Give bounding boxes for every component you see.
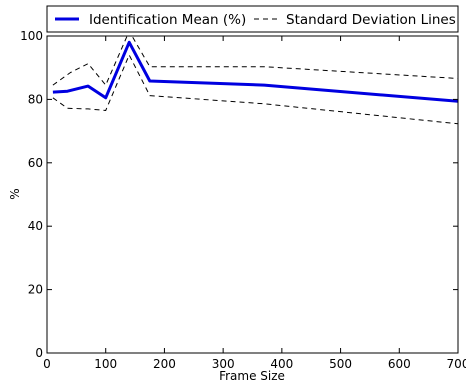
x-tick-label: 300 xyxy=(212,357,235,371)
x-tick-label: 500 xyxy=(329,357,352,371)
series-std-lower-line xyxy=(52,54,458,125)
y-tick-label: 0 xyxy=(35,346,43,360)
series-std-upper-line xyxy=(52,36,458,86)
legend-label-mean: Identification Mean (%) xyxy=(89,12,246,28)
y-tick-label: 60 xyxy=(28,156,43,170)
series-identification-mean-line xyxy=(52,40,458,103)
x-tick-label: 700 xyxy=(447,357,466,371)
x-tick-label: 100 xyxy=(94,357,117,371)
plot-lines xyxy=(52,36,458,125)
legend-label-std: Standard Deviation Lines xyxy=(286,12,456,28)
x-tick-label: 0 xyxy=(43,357,51,371)
x-axis-label: Frame Size xyxy=(219,369,285,383)
y-tick-label: 80 xyxy=(28,92,43,106)
y-axis-label: % xyxy=(8,188,22,199)
y-tick-label: 40 xyxy=(28,219,43,233)
y-axis-ticks: 0 20 40 60 80 100 xyxy=(20,29,458,360)
x-tick-label: 200 xyxy=(153,357,176,371)
plot-frame xyxy=(46,35,459,354)
legend-frame xyxy=(46,5,459,33)
x-tick-label: 600 xyxy=(388,357,411,371)
y-tick-label: 100 xyxy=(20,29,43,43)
x-tick-label: 400 xyxy=(270,357,293,371)
legend: Identification Mean (%) Standard Deviati… xyxy=(46,5,459,33)
x-axis-ticks: 0 100 200 300 400 500 600 700 xyxy=(43,36,466,371)
y-tick-label: 20 xyxy=(28,283,43,297)
